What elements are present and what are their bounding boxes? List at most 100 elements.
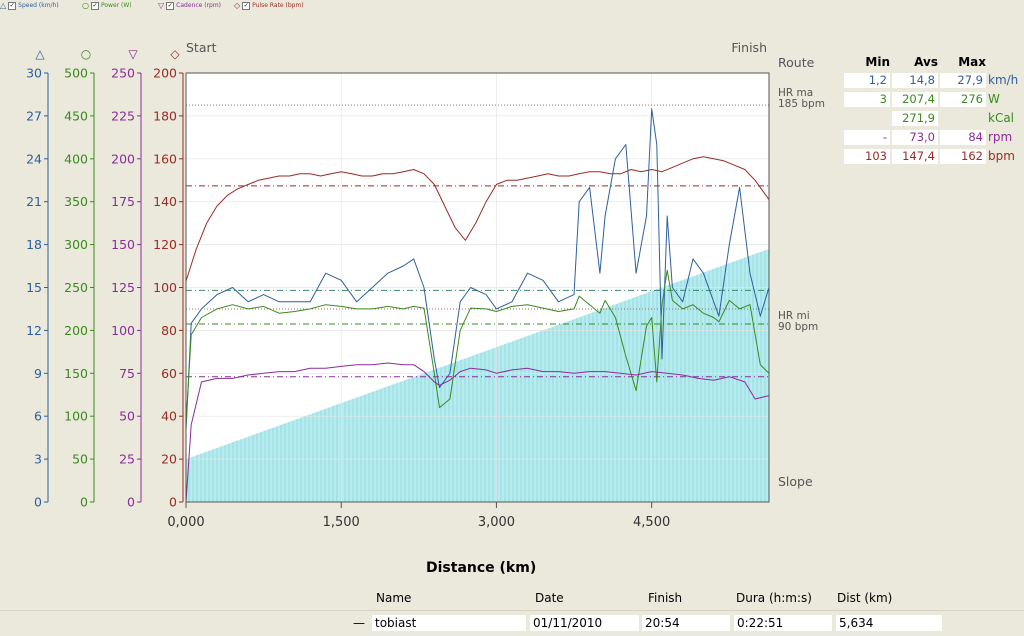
- x-tick-label: 3,000: [478, 515, 515, 530]
- legend-checkbox[interactable]: ✓: [242, 1, 251, 10]
- col-header-finish[interactable]: Finish: [648, 591, 683, 605]
- plot-border: [185, 72, 770, 503]
- x-tick-label: 4,500: [633, 515, 670, 530]
- start-label: Start: [186, 40, 217, 55]
- legend-label: Speed (km/h): [18, 2, 59, 9]
- y-tick-label: 150: [64, 366, 88, 381]
- y-tick-label: 350: [64, 194, 88, 209]
- y-tick-label: 140: [153, 194, 177, 209]
- y-tick-label: 150: [111, 237, 135, 252]
- legend-symbol-icon: ▽: [158, 1, 165, 10]
- legend-item[interactable]: ○ ✓ Power (W): [82, 1, 132, 10]
- x-axis-title: Distance (km): [426, 560, 537, 576]
- y-tick-label: 160: [153, 151, 177, 166]
- y-tick-label: 180: [153, 108, 177, 123]
- y-tick-label: 300: [64, 237, 88, 252]
- y-tick-label: 3: [34, 452, 42, 467]
- y-tick-label: 27: [26, 108, 42, 123]
- y-tick-label: 100: [64, 409, 88, 424]
- y-tick-label: 80: [161, 323, 177, 338]
- y-tick-label: 125: [111, 280, 135, 295]
- stats-cell: 147,4: [892, 149, 938, 164]
- stats-unit: bpm: [988, 149, 1015, 163]
- stats-cell: 3: [844, 92, 890, 107]
- stats-cell: 207,4: [892, 92, 938, 107]
- y-tick-label: 60: [161, 366, 177, 381]
- y-tick-label: 40: [161, 409, 177, 424]
- stats-header: Avs: [914, 55, 938, 69]
- y-tick-label: 9: [34, 366, 42, 381]
- stats-cell: 14,8: [892, 73, 938, 88]
- x-tick-label: 1,500: [323, 515, 360, 530]
- cell-name[interactable]: tobiast: [372, 615, 526, 631]
- y-tick-label: 25: [119, 452, 135, 467]
- slope-area: [186, 248, 769, 502]
- y-tick-label: 15: [26, 280, 42, 295]
- slope-label: Slope: [778, 474, 813, 489]
- y-tick-label: 21: [26, 194, 42, 209]
- cadence-series-line: [185, 362, 770, 503]
- legend-checkbox[interactable]: ✓: [8, 1, 17, 10]
- stats-unit: kCal: [988, 111, 1015, 125]
- legend-symbol-icon: ◇: [234, 1, 241, 10]
- legend-checkbox[interactable]: ✓: [90, 1, 99, 10]
- y-tick-label: 0: [127, 495, 135, 510]
- legend-checkbox[interactable]: ✓: [166, 1, 175, 10]
- legend-label: Pulse Rate (bpm): [252, 2, 304, 9]
- route-label: Route: [778, 55, 815, 70]
- y-axis-symbol-icon: ○: [81, 47, 91, 61]
- y-tick-label: 400: [64, 151, 88, 166]
- y-axis-symbol-icon: △: [35, 47, 45, 61]
- stats-unit: rpm: [988, 130, 1013, 144]
- y-tick-label: 225: [111, 108, 135, 123]
- y-tick-label: 250: [111, 66, 135, 81]
- stats-header: Max: [958, 55, 986, 69]
- cell-date[interactable]: 01/11/2010: [530, 615, 639, 631]
- power-series-line: [185, 269, 770, 425]
- stats-cell: 162: [940, 149, 986, 164]
- stats-cell: 276: [940, 92, 986, 107]
- col-header-date[interactable]: Date: [535, 591, 564, 605]
- y-axis-symbol-icon: ▽: [128, 47, 138, 61]
- stats-cell: -: [844, 130, 890, 145]
- cell-finish[interactable]: 20:54: [642, 615, 730, 631]
- y-tick-label: 0: [169, 495, 177, 510]
- y-tick-label: 20: [161, 452, 177, 467]
- legend-item[interactable]: ◇ ✓ Pulse Rate (bpm): [234, 1, 304, 10]
- y-tick-label: 12: [26, 323, 42, 338]
- x-tick-label: 0,000: [167, 515, 204, 530]
- hr-min-label: HR mi: [778, 310, 810, 322]
- y-tick-label: 24: [26, 151, 42, 166]
- stats-header: Min: [865, 55, 890, 69]
- hr-min-value: 90 bpm: [778, 321, 818, 333]
- y-tick-label: 75: [119, 366, 135, 381]
- col-header-duration[interactable]: Dura (h:m:s): [736, 591, 812, 605]
- legend-symbol-icon: △: [0, 1, 7, 10]
- y-tick-label: 120: [153, 237, 177, 252]
- finish-label: Finish: [731, 40, 767, 55]
- legend-item[interactable]: ▽ ✓ Cadence (rpm): [158, 1, 221, 10]
- stats-cell: 103: [844, 149, 890, 164]
- pulse-series-line: [185, 156, 770, 282]
- col-header-distance[interactable]: Dist (km): [837, 591, 893, 605]
- col-header-name[interactable]: Name: [376, 591, 412, 605]
- y-tick-label: 450: [64, 108, 88, 123]
- y-tick-label: 0: [80, 495, 88, 510]
- y-tick-label: 250: [64, 280, 88, 295]
- cell-distance[interactable]: 5,634: [836, 615, 942, 631]
- y-tick-label: 175: [111, 194, 135, 209]
- cell-duration[interactable]: 0:22:51: [734, 615, 832, 631]
- y-axis-symbol-icon: ◇: [170, 47, 180, 61]
- hr-max-value: 185 bpm: [778, 98, 825, 110]
- stats-cell: 1,2: [844, 73, 890, 88]
- y-tick-label: 500: [64, 66, 88, 81]
- stats-cell: 27,9: [940, 73, 986, 88]
- y-tick-label: 30: [26, 66, 42, 81]
- y-tick-label: 6: [34, 409, 42, 424]
- legend-label: Cadence (rpm): [176, 2, 222, 9]
- y-tick-label: 18: [26, 237, 42, 252]
- y-tick-label: 200: [111, 151, 135, 166]
- table-divider: [0, 610, 1024, 611]
- legend-item[interactable]: △ ✓ Speed (km/h): [0, 1, 59, 10]
- y-tick-label: 100: [153, 280, 177, 295]
